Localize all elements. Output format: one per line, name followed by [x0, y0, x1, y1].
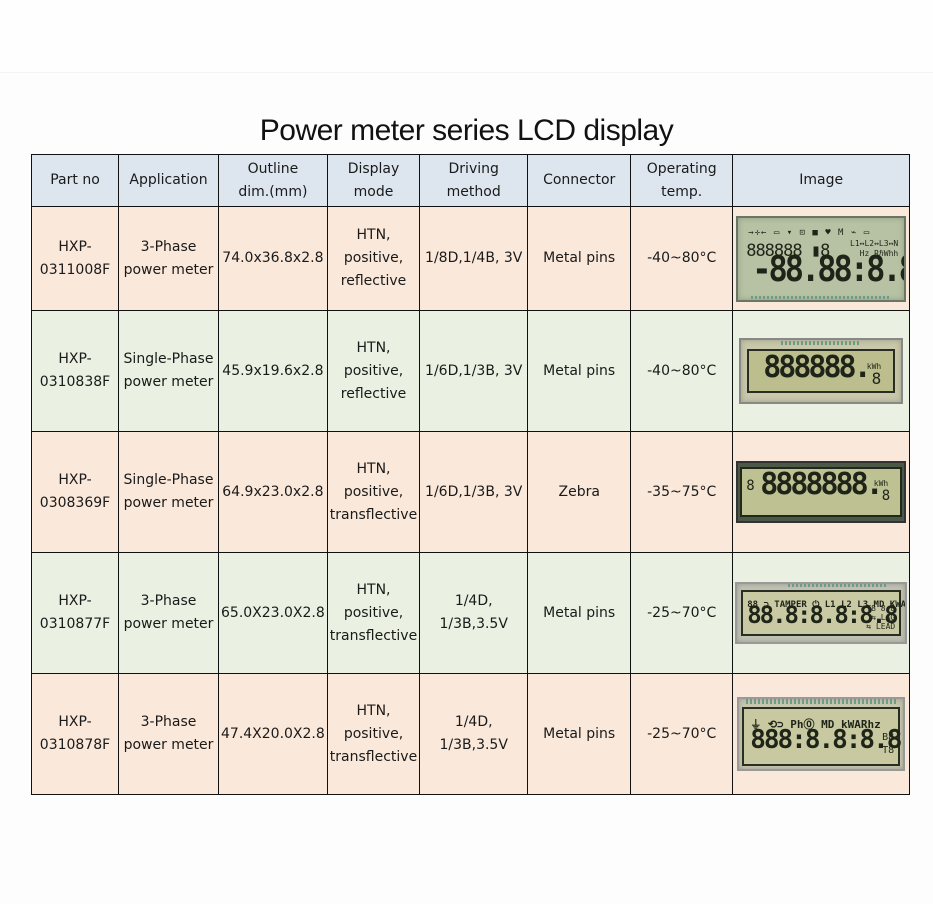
cell-driving-method: 1/4D, 1/3B,3.5V: [419, 552, 529, 674]
lcd-main-digits: 888:8.8:8.8: [750, 725, 902, 755]
cell-image: 888888. kWh 8: [732, 310, 911, 432]
cell-operating-temp: -25~70°C: [630, 673, 734, 795]
lcd-pins: [781, 341, 862, 345]
lcd-indicator-labels: 88 ⊃ TAMPER ⏻ L1 L2 L3 MD KWARhz: [747, 600, 908, 610]
lcd-main-digits: 88.8:8.8:8.8: [747, 601, 898, 629]
header-display-mode: Display mode: [326, 154, 421, 207]
cell-connector: Metal pins: [527, 552, 632, 674]
cell-display-mode: HTN, positive, transflective: [326, 431, 421, 553]
cell-display-mode: HTN, positive, reflective: [326, 310, 421, 432]
cell-application: 3-Phase power meter: [118, 552, 219, 674]
lcd-unit: kWh: [873, 479, 889, 488]
cell-driving-method: 1/8D,1/4B, 3V: [419, 206, 529, 311]
cell-application: Single-Phase power meter: [118, 431, 219, 553]
table-row: HXP- 0310878F 3-Phase power meter 47.4X2…: [31, 673, 911, 795]
top-band: [0, 0, 933, 73]
cell-application: 3-Phase power meter: [118, 206, 219, 311]
cell-driving-method: 1/4D, 1/3B,3.5V: [419, 673, 529, 795]
lcd-sub-digit: 8: [881, 488, 891, 504]
cell-outline: 45.9x19.6x2.8: [218, 310, 328, 432]
cell-connector: Zebra: [527, 431, 632, 553]
lcd-pins: [751, 295, 891, 299]
lcd-main-digits: 8888888.: [760, 467, 883, 502]
cell-part-no: HXP- 0308369F: [31, 431, 119, 553]
cell-image: 8 8888888. kWh 8: [732, 431, 911, 553]
lcd-unit: kWh: [866, 362, 882, 371]
lcd-main-digits: 888888.: [763, 350, 871, 385]
cell-connector: Metal pins: [527, 310, 632, 432]
lcd-main-digits: -88.88:8.8.8.8: [752, 247, 904, 290]
lcd-image-single-phase-7digit: 8 8888888. kWh 8: [736, 461, 907, 523]
header-driving-method: Driving method: [419, 154, 529, 207]
lcd-image-single-phase-6digit: 888888. kWh 8: [739, 338, 904, 404]
lcd-pins: [745, 699, 897, 704]
lcd-indicator-labels: ⏚ ⟲⊃ Ph⓪ MD kWARhz: [750, 718, 881, 731]
table-row: HXP- 0310877F 3-Phase power meter 65.0X2…: [31, 552, 911, 674]
cell-application: 3-Phase power meter: [118, 673, 219, 795]
cell-outline: 64.9x23.0x2.8: [218, 431, 328, 553]
lcd-image-3phase-md: ⏚ ⟲⊃ Ph⓪ MD kWARhz 888:8.8:8.8 B8 T8: [737, 697, 906, 771]
spec-table: Part no Application Outline dim.(mm) Dis…: [31, 154, 911, 795]
cell-driving-method: 1/6D,1/3B, 3V: [419, 431, 529, 553]
lcd-lead-digit: 8: [746, 478, 755, 494]
cell-display-mode: HTN, positive, transflective: [326, 673, 421, 795]
cell-outline: 74.0x36.8x2.8: [218, 206, 328, 311]
header-row: Part no Application Outline dim.(mm) Dis…: [31, 154, 911, 207]
table-row: HXP- 0310838F Single-Phase power meter 4…: [31, 310, 911, 432]
cell-display-mode: HTN, positive, reflective: [326, 206, 421, 311]
cell-operating-temp: -40~80°C: [630, 206, 734, 311]
header-connector: Connector: [527, 154, 632, 207]
cell-display-mode: HTN, positive, transflective: [326, 552, 421, 674]
cell-connector: Metal pins: [527, 206, 632, 311]
lcd-sub-digit: 8: [871, 369, 882, 388]
cell-operating-temp: -35~75°C: [630, 431, 734, 553]
cell-image: 88 ⊃ TAMPER ⏻ L1 L2 L3 MD KWARhz 88.8:8.…: [732, 552, 911, 674]
page-title: Power meter series LCD display: [259, 114, 674, 148]
lcd-image-3phase-large: →✛← ▭ ▾ ⊡ ■ ♥ M ⌁ ▭ 888888 ▮8 L1↔L2↔L3↔N…: [736, 215, 907, 302]
lcd-units: L1↔L2↔L3↔N Hz RℏWhh: [850, 238, 899, 258]
lcd-pins: [787, 584, 889, 587]
header-application: Application: [118, 154, 219, 207]
cell-driving-method: 1/6D,1/3B, 3V: [419, 310, 529, 432]
cell-operating-temp: -25~70°C: [630, 552, 734, 674]
cell-part-no: HXP- 0310878F: [31, 673, 119, 795]
cell-image: →✛← ▭ ▾ ⊡ ■ ♥ M ⌁ ▭ 888888 ▮8 L1↔L2↔L3↔N…: [732, 206, 911, 311]
cell-part-no: HXP- 0311008F: [31, 206, 119, 311]
header-outline: Outline dim.(mm): [218, 154, 328, 207]
header-part-no: Part no: [31, 154, 119, 207]
header-operating-temp: Operating temp.: [630, 154, 734, 207]
cell-operating-temp: -40~80°C: [630, 310, 734, 432]
cell-part-no: HXP- 0310877F: [31, 552, 119, 674]
cell-outline: 65.0X23.0X2.8: [218, 552, 328, 674]
lcd-image-3phase-tamper: 88 ⊃ TAMPER ⏻ L1 L2 L3 MD KWARhz 88.8:8.…: [735, 582, 908, 644]
cell-connector: Metal pins: [527, 673, 632, 795]
lcd-right-indicators: B8 T8: [882, 732, 895, 756]
lcd-status-icons: →✛← ▭ ▾ ⊡ ■ ♥ M ⌁ ▭: [748, 227, 871, 238]
table-row: HXP- 0308369F Single-Phase power meter 6…: [31, 431, 911, 553]
cell-part-no: HXP- 0310838F: [31, 310, 119, 432]
lcd-right-indicators: T8 8:8 ⇆ LAG ⇆ LEAD: [866, 604, 896, 631]
header-image: Image: [732, 154, 911, 207]
table-row: HXP- 0311008F 3-Phase power meter 74.0x3…: [31, 206, 911, 311]
cell-image: ⏚ ⟲⊃ Ph⓪ MD kWARhz 888:8.8:8.8 B8 T8: [732, 673, 911, 795]
cell-application: Single-Phase power meter: [118, 310, 219, 432]
lcd-small-digits: 888888 ▮8: [746, 240, 830, 261]
cell-outline: 47.4X20.0X2.8: [218, 673, 328, 795]
